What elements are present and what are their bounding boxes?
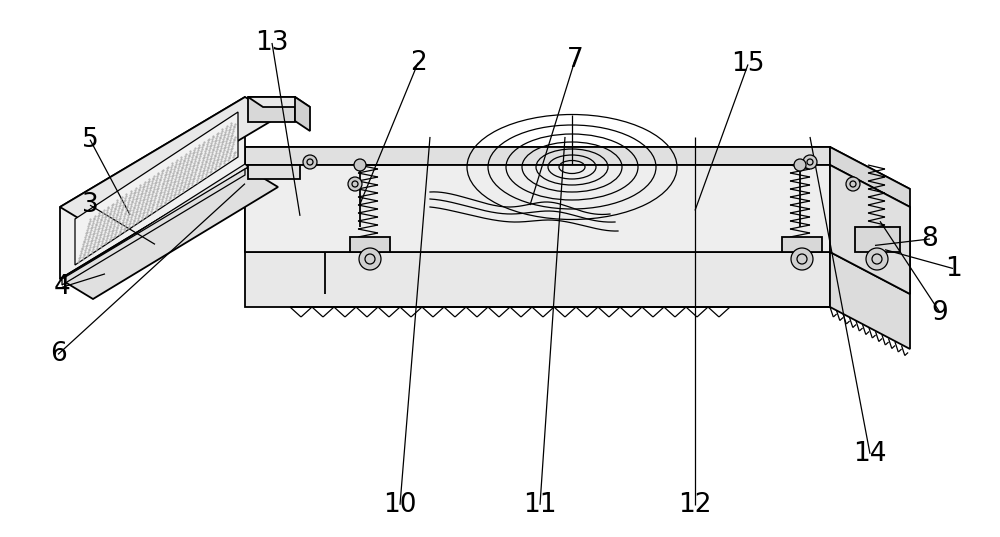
Polygon shape [830,147,910,207]
Circle shape [303,155,317,169]
Polygon shape [70,164,248,278]
Text: 12: 12 [678,492,712,518]
Polygon shape [248,97,310,107]
Polygon shape [245,165,830,252]
Text: 7: 7 [567,47,583,73]
Text: 10: 10 [383,492,417,518]
Text: 4: 4 [54,274,70,300]
Polygon shape [830,165,910,294]
Polygon shape [245,252,830,307]
Circle shape [354,159,366,171]
Polygon shape [60,97,278,227]
Text: 11: 11 [523,492,557,518]
Polygon shape [75,112,238,265]
Text: 3: 3 [82,192,98,218]
Polygon shape [248,97,295,122]
Circle shape [791,248,813,270]
Circle shape [866,248,888,270]
Circle shape [803,155,817,169]
Polygon shape [248,165,300,179]
Text: 6: 6 [50,342,66,367]
Text: 13: 13 [255,30,289,56]
Text: 9: 9 [932,300,948,325]
Polygon shape [60,167,278,299]
Polygon shape [830,252,910,349]
Circle shape [846,177,860,191]
Text: 14: 14 [853,441,887,467]
Text: 5: 5 [82,127,98,153]
Text: 1: 1 [945,256,961,281]
Polygon shape [60,97,245,279]
Polygon shape [245,147,910,189]
Circle shape [359,248,381,270]
Circle shape [348,177,362,191]
Polygon shape [245,252,910,294]
Text: 8: 8 [922,226,938,252]
Polygon shape [245,147,830,165]
Text: 15: 15 [731,52,765,77]
Circle shape [794,159,806,171]
Polygon shape [782,237,822,252]
Polygon shape [295,97,310,131]
Polygon shape [62,169,245,285]
Polygon shape [855,227,900,252]
Polygon shape [350,237,390,252]
Text: 2: 2 [410,50,426,76]
